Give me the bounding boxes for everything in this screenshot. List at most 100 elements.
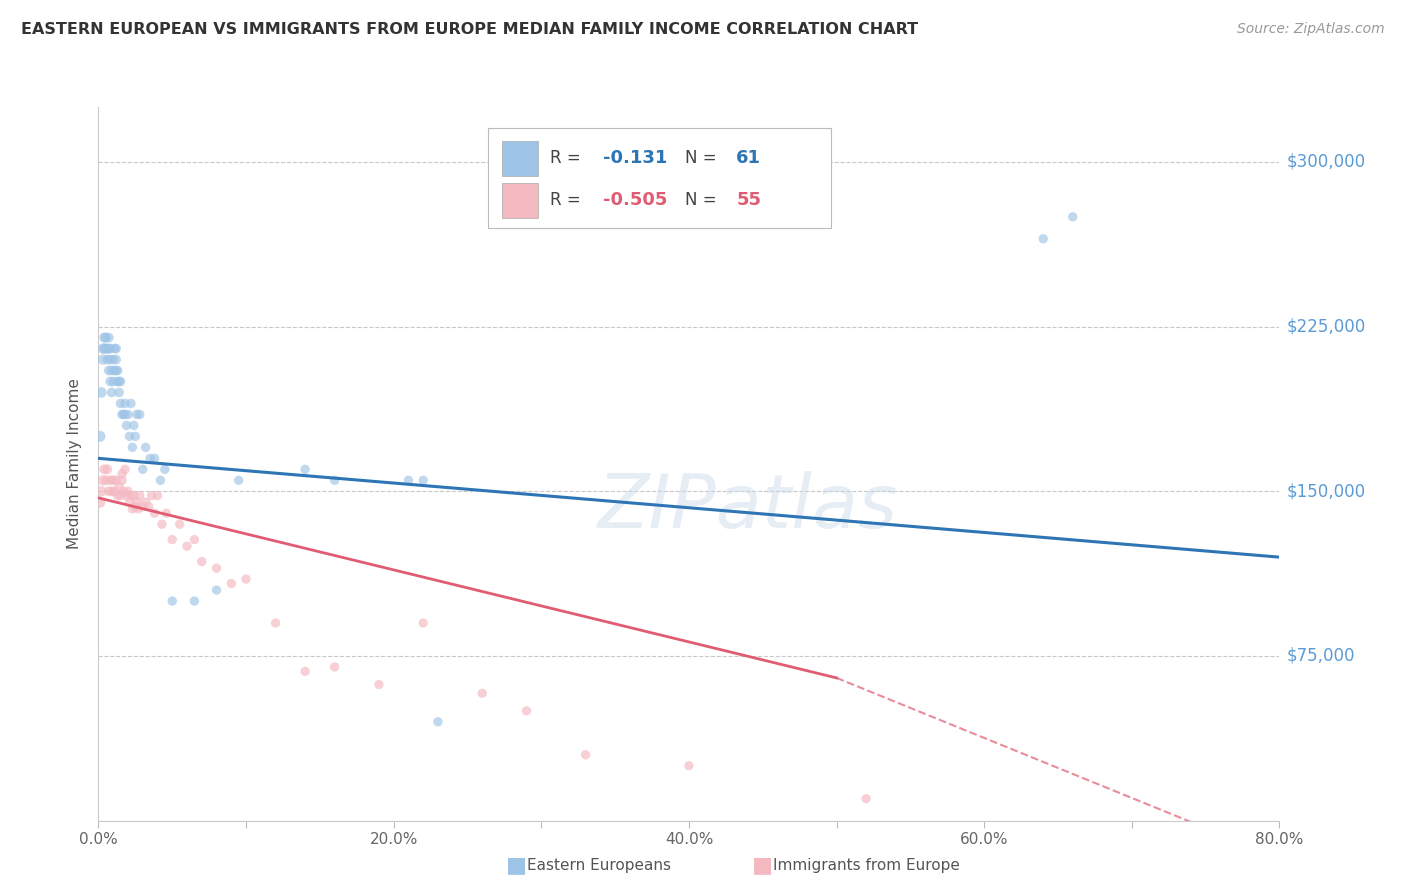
Text: Immigrants from Europe: Immigrants from Europe (773, 858, 960, 872)
Text: $300,000: $300,000 (1286, 153, 1365, 171)
Point (125, 495, 148, 509)
Point (96, 342, 118, 356)
Text: ■: ■ (506, 855, 527, 875)
Point (128, 489, 150, 503)
Bar (502, 183, 537, 219)
Point (115, 489, 138, 503)
Point (323, 660, 346, 674)
Point (114, 408, 136, 422)
Point (103, 352, 125, 367)
Point (396, 473, 419, 487)
Point (143, 506, 166, 520)
Point (104, 484, 127, 499)
Point (678, 758, 700, 772)
Y-axis label: Median Family Income: Median Family Income (67, 378, 83, 549)
Point (104, 363, 127, 377)
Point (120, 396, 142, 410)
Point (121, 501, 143, 516)
Point (103, 473, 125, 487)
Point (91, 352, 114, 367)
Point (124, 500, 146, 514)
Point (111, 473, 134, 487)
Point (90, 385, 112, 400)
Text: $75,000: $75,000 (1286, 647, 1355, 665)
Point (100, 484, 122, 499)
Point (1032, 232, 1054, 246)
Point (93, 330, 115, 344)
Point (97, 330, 120, 344)
Text: Source: ZipAtlas.com: Source: ZipAtlas.com (1237, 22, 1385, 37)
Bar (502, 141, 537, 177)
Point (103, 375, 125, 389)
Point (110, 375, 132, 389)
Point (100, 385, 122, 400)
Point (132, 462, 155, 476)
Point (368, 677, 391, 691)
Point (118, 495, 141, 509)
Point (125, 408, 148, 422)
Point (205, 583, 228, 598)
Point (150, 517, 173, 532)
Point (94, 342, 117, 356)
Point (471, 686, 494, 700)
Point (855, 791, 877, 805)
Point (105, 342, 128, 356)
Point (91, 342, 114, 356)
Point (94, 473, 117, 487)
Point (205, 561, 228, 575)
Text: N =: N = (685, 192, 723, 210)
Point (98, 352, 121, 367)
Point (135, 441, 157, 455)
Point (139, 451, 162, 466)
Point (112, 484, 135, 499)
Text: ZIPatlas: ZIPatlas (598, 471, 898, 542)
Point (124, 429, 146, 443)
Point (111, 467, 134, 481)
Point (97, 363, 120, 377)
Point (323, 473, 346, 487)
Point (169, 517, 191, 532)
Bar (488, 128, 831, 228)
Point (93, 342, 115, 356)
Point (294, 462, 316, 476)
Point (412, 615, 434, 630)
Point (183, 533, 205, 547)
Point (183, 594, 205, 608)
Point (105, 352, 128, 367)
Point (107, 363, 129, 377)
Point (111, 408, 134, 422)
Text: $150,000: $150,000 (1286, 483, 1365, 500)
Point (149, 473, 172, 487)
Point (122, 418, 145, 433)
Point (228, 473, 250, 487)
Point (110, 489, 132, 503)
Point (108, 375, 131, 389)
Point (94, 330, 117, 344)
Point (122, 489, 145, 503)
Point (108, 385, 131, 400)
Point (114, 396, 136, 410)
Point (1062, 210, 1084, 224)
Point (128, 408, 150, 422)
Point (412, 473, 434, 487)
Point (146, 489, 169, 503)
Point (176, 539, 198, 553)
Text: -0.505: -0.505 (603, 192, 666, 210)
Text: 61: 61 (737, 150, 761, 168)
Point (98, 342, 121, 356)
Point (515, 704, 537, 718)
Point (235, 572, 257, 586)
Point (89, 429, 111, 443)
Point (96, 462, 118, 476)
Text: ■: ■ (752, 855, 773, 875)
Point (105, 473, 128, 487)
Text: -0.131: -0.131 (603, 150, 666, 168)
Point (427, 714, 450, 729)
Point (162, 533, 183, 547)
Point (89, 495, 111, 509)
Point (98, 375, 121, 389)
Point (143, 451, 166, 466)
Point (104, 342, 127, 356)
Point (264, 615, 287, 630)
Point (115, 418, 138, 433)
